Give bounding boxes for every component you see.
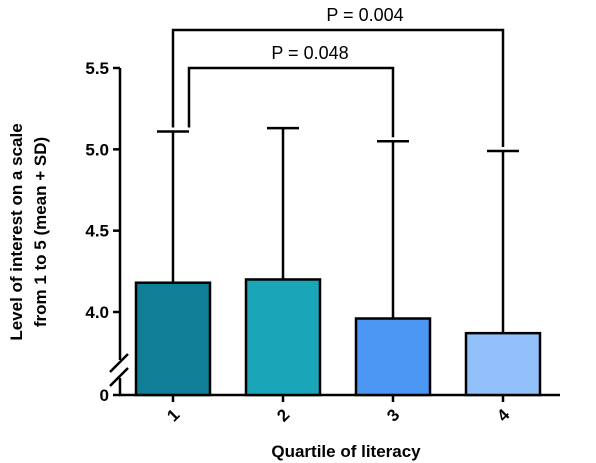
y-tick-label: 4.5 — [85, 222, 109, 241]
x-axis-title: Quartile of literacy — [271, 442, 421, 461]
y-tick-label: 4.0 — [85, 303, 109, 322]
y-axis-title-line-1: Level of interest on a scale — [7, 123, 26, 340]
bar-quartile-2 — [244, 278, 322, 397]
bar-quartile-1 — [134, 281, 212, 397]
p-value-label-1: P = 0.048 — [271, 43, 348, 63]
y-tick-label: 5.5 — [85, 59, 109, 78]
x-tick-label-3: 3 — [383, 405, 403, 425]
axis-break-mark — [109, 367, 129, 387]
bar-quartile-3 — [354, 317, 432, 397]
x-tick-label-1: 1 — [163, 405, 183, 425]
p-value-label-2: P = 0.004 — [326, 5, 403, 25]
bar-quartile-4 — [464, 331, 542, 397]
y-axis-title-line-2: from 1 to 5 (mean + SD) — [31, 137, 50, 327]
significance-bracket-1 — [187, 66, 395, 138]
y-tick-label: 0 — [100, 386, 109, 405]
x-tick-label-4: 4 — [493, 405, 514, 426]
significance-bracket-2 — [171, 28, 505, 147]
axis-break-mark — [109, 353, 129, 373]
x-tick-label-2: 2 — [273, 405, 293, 425]
y-tick-label: 5.0 — [85, 140, 109, 159]
